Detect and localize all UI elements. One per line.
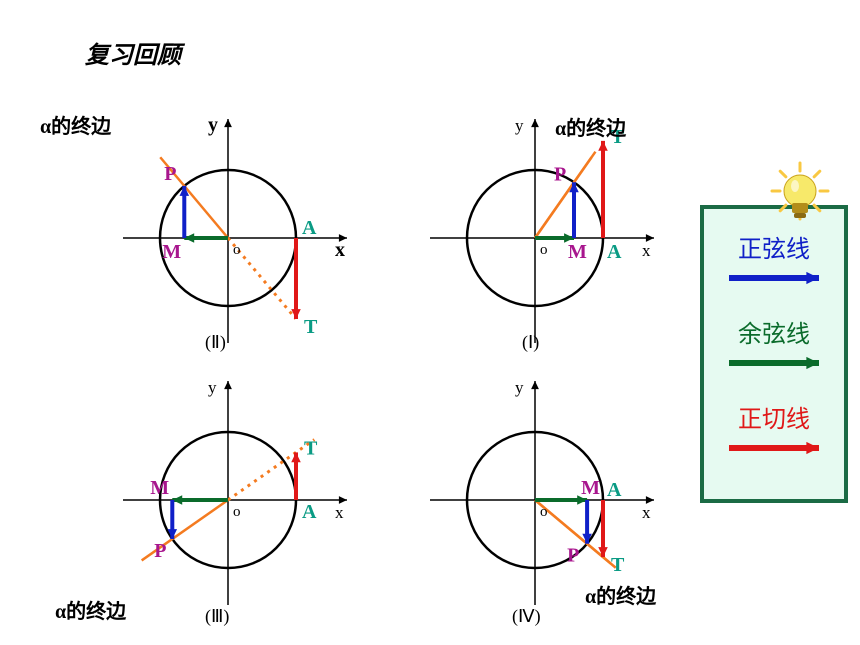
svg-text:x: x bbox=[335, 239, 345, 261]
svg-text:P: P bbox=[154, 540, 166, 562]
panel-quadrant-ii: y x o P M A T bbox=[98, 108, 358, 368]
roman-iii: (Ⅲ) bbox=[205, 606, 229, 627]
legend-cosine-text: 余弦线 bbox=[738, 322, 810, 348]
legend-tangent-text: 正切线 bbox=[738, 407, 810, 433]
page-title: 复习回顾 bbox=[85, 35, 181, 70]
svg-text:x: x bbox=[335, 503, 344, 522]
svg-text:o: o bbox=[233, 504, 241, 520]
svg-text:M: M bbox=[568, 241, 587, 263]
legend-tangent-label: 正切线 bbox=[709, 399, 839, 434]
svg-text:M: M bbox=[581, 477, 600, 499]
panel-quadrant-iii: y x o P M A T bbox=[98, 370, 358, 630]
alpha-label-i: α的终边 bbox=[555, 112, 626, 141]
svg-text:M: M bbox=[150, 477, 169, 499]
svg-text:P: P bbox=[554, 163, 566, 185]
bulb-icon bbox=[770, 155, 830, 235]
svg-text:y: y bbox=[208, 378, 217, 397]
svg-text:y: y bbox=[208, 114, 218, 136]
roman-ii: (Ⅱ) bbox=[205, 332, 226, 353]
svg-text:A: A bbox=[607, 241, 622, 263]
svg-text:P: P bbox=[164, 163, 176, 185]
legend-sine-arrow bbox=[709, 263, 839, 293]
legend-cosine-label: 余弦线 bbox=[709, 314, 839, 349]
svg-text:A: A bbox=[607, 479, 622, 501]
legend-box: 正弦线 余弦线 正切线 bbox=[700, 205, 848, 503]
svg-text:T: T bbox=[304, 316, 318, 338]
svg-text:A: A bbox=[302, 217, 317, 239]
alpha-label-ii: α的终边 bbox=[40, 110, 111, 139]
svg-text:T: T bbox=[304, 437, 318, 459]
alpha-label-iii: α的终边 bbox=[55, 595, 126, 624]
svg-text:o: o bbox=[540, 504, 548, 520]
legend-cosine-arrow bbox=[709, 348, 839, 378]
roman-iv: (Ⅳ) bbox=[512, 606, 541, 627]
svg-text:P: P bbox=[567, 545, 579, 567]
svg-text:M: M bbox=[162, 241, 181, 263]
legend-tangent-arrow bbox=[709, 433, 839, 463]
svg-text:y: y bbox=[515, 378, 524, 397]
legend-sine-text: 正弦线 bbox=[738, 237, 810, 263]
svg-text:x: x bbox=[642, 241, 651, 260]
panel-quadrant-i: yxoPMAT bbox=[405, 108, 665, 368]
svg-text:o: o bbox=[233, 242, 241, 258]
svg-text:T: T bbox=[611, 554, 625, 576]
svg-text:y: y bbox=[515, 116, 524, 135]
alpha-label-iv: α的终边 bbox=[585, 580, 656, 609]
roman-i: (Ⅰ) bbox=[522, 332, 539, 353]
svg-text:o: o bbox=[540, 242, 548, 258]
svg-text:A: A bbox=[302, 501, 317, 523]
svg-text:x: x bbox=[642, 503, 651, 522]
